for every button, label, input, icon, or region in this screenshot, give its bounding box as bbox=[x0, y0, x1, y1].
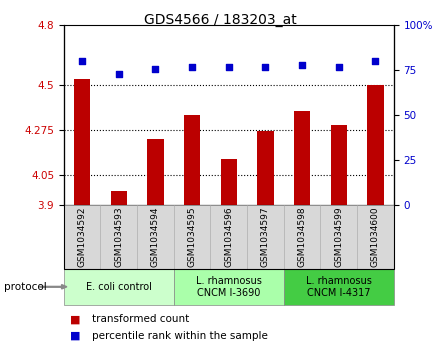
Bar bbox=[294, 111, 310, 205]
Text: protocol: protocol bbox=[4, 282, 47, 292]
Text: GSM1034600: GSM1034600 bbox=[371, 207, 380, 267]
Text: L. rhamnosus
CNCM I-3690: L. rhamnosus CNCM I-3690 bbox=[196, 276, 262, 298]
Text: GSM1034595: GSM1034595 bbox=[187, 207, 197, 267]
Bar bbox=[257, 131, 274, 205]
Bar bbox=[220, 159, 237, 205]
Bar bbox=[330, 125, 347, 205]
Bar bbox=[367, 85, 384, 205]
Text: GSM1034597: GSM1034597 bbox=[261, 207, 270, 267]
Point bbox=[225, 64, 232, 70]
Text: ■: ■ bbox=[70, 331, 81, 341]
Text: percentile rank within the sample: percentile rank within the sample bbox=[92, 331, 268, 341]
Text: ■: ■ bbox=[70, 314, 81, 325]
Text: transformed count: transformed count bbox=[92, 314, 190, 325]
Text: GSM1034599: GSM1034599 bbox=[334, 207, 343, 267]
Text: E. coli control: E. coli control bbox=[86, 282, 152, 292]
Text: GSM1034592: GSM1034592 bbox=[77, 207, 87, 267]
Text: GDS4566 / 183203_at: GDS4566 / 183203_at bbox=[143, 13, 297, 27]
Bar bbox=[184, 115, 200, 205]
Text: GSM1034596: GSM1034596 bbox=[224, 207, 233, 267]
Bar bbox=[110, 191, 127, 205]
Point bbox=[372, 58, 379, 64]
Point bbox=[299, 62, 306, 68]
Point bbox=[262, 64, 269, 70]
Text: GSM1034594: GSM1034594 bbox=[151, 207, 160, 267]
Text: GSM1034598: GSM1034598 bbox=[297, 207, 307, 267]
Bar bbox=[74, 79, 90, 205]
Point bbox=[335, 64, 342, 70]
Point bbox=[189, 64, 196, 70]
Text: GSM1034593: GSM1034593 bbox=[114, 207, 123, 267]
Point bbox=[79, 58, 86, 64]
Bar bbox=[147, 139, 164, 205]
Point bbox=[115, 71, 122, 77]
Text: L. rhamnosus
CNCM I-4317: L. rhamnosus CNCM I-4317 bbox=[306, 276, 372, 298]
Point bbox=[152, 66, 159, 72]
